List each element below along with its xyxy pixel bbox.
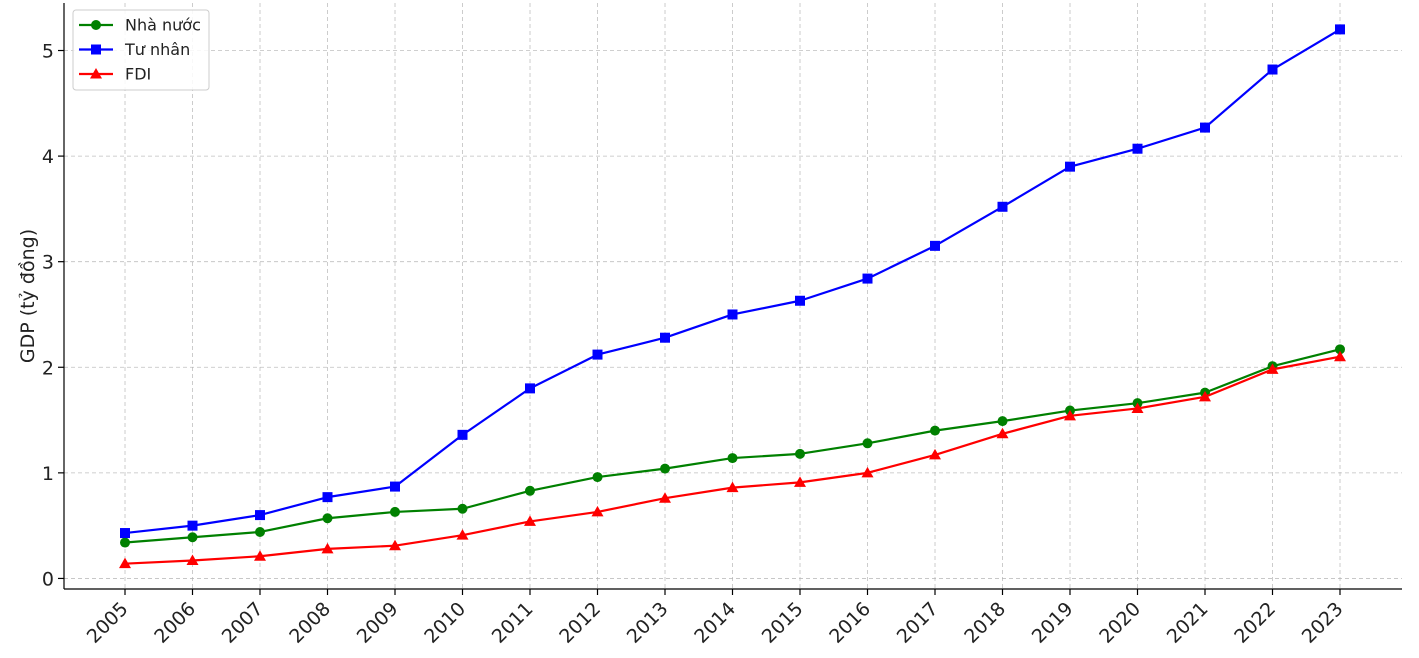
x-tick-label: 2015 — [758, 598, 808, 648]
legend-box — [72, 9, 210, 91]
y-tick-label: 2 — [42, 357, 54, 379]
series — [119, 24, 1346, 569]
grid — [64, 3, 1402, 589]
data-point — [1131, 402, 1144, 413]
legend-label: Nhà nước — [125, 16, 201, 35]
y-tick-label: 1 — [42, 463, 54, 485]
x-tick-label: 2011 — [488, 598, 538, 648]
x-tick-label: 2023 — [1298, 598, 1348, 648]
data-point — [322, 492, 333, 503]
data-point — [862, 438, 873, 449]
data-point — [120, 537, 130, 548]
data-point — [1335, 24, 1345, 35]
data-point — [457, 503, 468, 514]
data-point — [591, 505, 604, 517]
data-point — [389, 539, 401, 551]
x-tick-label: 2013 — [623, 598, 673, 648]
axes — [63, 3, 1402, 590]
x-tick-label: 2010 — [420, 598, 470, 648]
data-point — [795, 295, 805, 306]
y-axis-title: GDP (tỷ đồng) — [17, 229, 39, 363]
data-point — [524, 515, 536, 526]
x-tick-label: 2014 — [690, 598, 740, 648]
legend-item: Nhà nước — [79, 16, 201, 35]
data-point — [727, 309, 738, 320]
data-point — [794, 476, 806, 487]
data-point — [1065, 161, 1075, 172]
x-tick-label: 2019 — [1028, 598, 1078, 648]
data-point — [1266, 363, 1279, 374]
data-point — [997, 201, 1008, 212]
data-point — [322, 513, 333, 524]
data-point — [187, 520, 198, 531]
data-point — [1335, 344, 1345, 355]
x-tick-label: 2016 — [825, 598, 875, 648]
data-point — [862, 273, 873, 284]
data-point — [457, 429, 468, 440]
data-point — [592, 349, 603, 360]
y-tick-label: 3 — [42, 252, 54, 274]
x-tick-label: 2005 — [83, 598, 133, 648]
data-point — [659, 492, 671, 503]
data-point — [726, 481, 739, 493]
data-point — [390, 506, 400, 517]
x-tick-label: 2008 — [285, 598, 335, 648]
data-point — [456, 529, 469, 540]
data-point — [996, 427, 1009, 439]
data-point — [929, 448, 941, 460]
data-point — [525, 383, 535, 394]
data-point — [119, 557, 131, 569]
legend-label: FDI — [125, 65, 151, 84]
y-tick-label: 0 — [42, 568, 54, 590]
x-tick-label: 2006 — [150, 598, 200, 648]
series-2 — [119, 350, 1346, 569]
x-tick-label: 2009 — [353, 598, 403, 648]
x-tick-label: 2020 — [1095, 598, 1145, 648]
data-point — [390, 481, 400, 492]
data-point — [592, 472, 603, 483]
data-point — [321, 542, 334, 554]
legend-item: Tư nhân — [79, 40, 190, 59]
data-point — [1132, 143, 1143, 154]
data-point — [255, 526, 265, 537]
data-point — [727, 453, 738, 464]
series-1 — [120, 24, 1345, 539]
legend-marker — [91, 20, 101, 30]
data-point — [186, 554, 199, 565]
data-point — [930, 240, 940, 251]
data-point — [1064, 409, 1076, 421]
legend-marker — [90, 68, 102, 79]
data-point — [1267, 64, 1278, 75]
data-point — [1199, 390, 1211, 402]
data-point — [254, 550, 266, 561]
legend-marker — [91, 44, 101, 55]
legend: Nhà nước Tư nhân FDI — [72, 9, 210, 91]
x-tick-label: 2007 — [218, 598, 268, 648]
data-point — [187, 532, 198, 543]
data-point — [255, 510, 265, 521]
data-point — [930, 425, 940, 436]
x-tick-label: 2018 — [960, 598, 1010, 648]
x-tick-label: 2012 — [555, 598, 605, 648]
data-point — [1334, 350, 1346, 362]
data-point — [525, 485, 535, 496]
data-point — [660, 332, 670, 343]
x-tick-label: 2021 — [1163, 598, 1213, 648]
data-point — [660, 463, 670, 474]
data-point — [861, 466, 874, 478]
x-tick-label: 2017 — [893, 598, 943, 648]
data-point — [120, 528, 130, 539]
data-point — [1200, 122, 1210, 133]
legend-label: Tư nhân — [124, 40, 190, 59]
legend-item: FDI — [79, 65, 151, 84]
x-tick-label: 2022 — [1230, 598, 1280, 648]
y-tick-label: 5 — [42, 41, 54, 63]
data-point — [997, 416, 1008, 427]
data-point — [795, 448, 805, 459]
y-tick-label: 4 — [42, 146, 54, 168]
